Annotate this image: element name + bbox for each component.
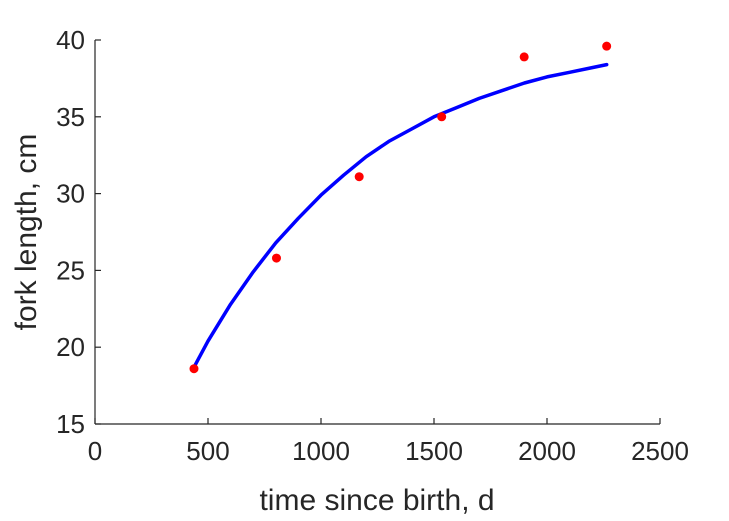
y-tick-label: 20 [56, 332, 85, 362]
data-point [189, 364, 199, 374]
y-ticks: 15 20 25 30 35 40 [56, 25, 101, 439]
y-axis-label: fork length, cm [10, 134, 43, 331]
x-tick-label: 500 [186, 436, 229, 466]
fit-curve [192, 62, 609, 369]
x-tick-label: 1500 [405, 436, 463, 466]
y-tick-label: 40 [56, 25, 85, 55]
y-tick-label: 35 [56, 102, 85, 132]
axes [94, 40, 660, 425]
y-tick-label: 15 [56, 409, 85, 439]
x-axis-label: time since birth, d [259, 484, 494, 517]
data-point [519, 52, 529, 62]
x-tick-label: 0 [88, 436, 102, 466]
data-point [354, 172, 364, 182]
y-tick-label: 30 [56, 179, 85, 209]
data-point [271, 253, 281, 263]
x-tick-label: 2500 [631, 436, 689, 466]
x-ticks: 0 500 1000 1500 2000 2500 [88, 418, 689, 466]
data-point [437, 112, 447, 122]
data-point [602, 41, 612, 51]
series-layer [189, 41, 612, 374]
y-tick-label: 25 [56, 255, 85, 285]
x-tick-label: 2000 [518, 436, 576, 466]
x-tick-label: 1000 [292, 436, 350, 466]
